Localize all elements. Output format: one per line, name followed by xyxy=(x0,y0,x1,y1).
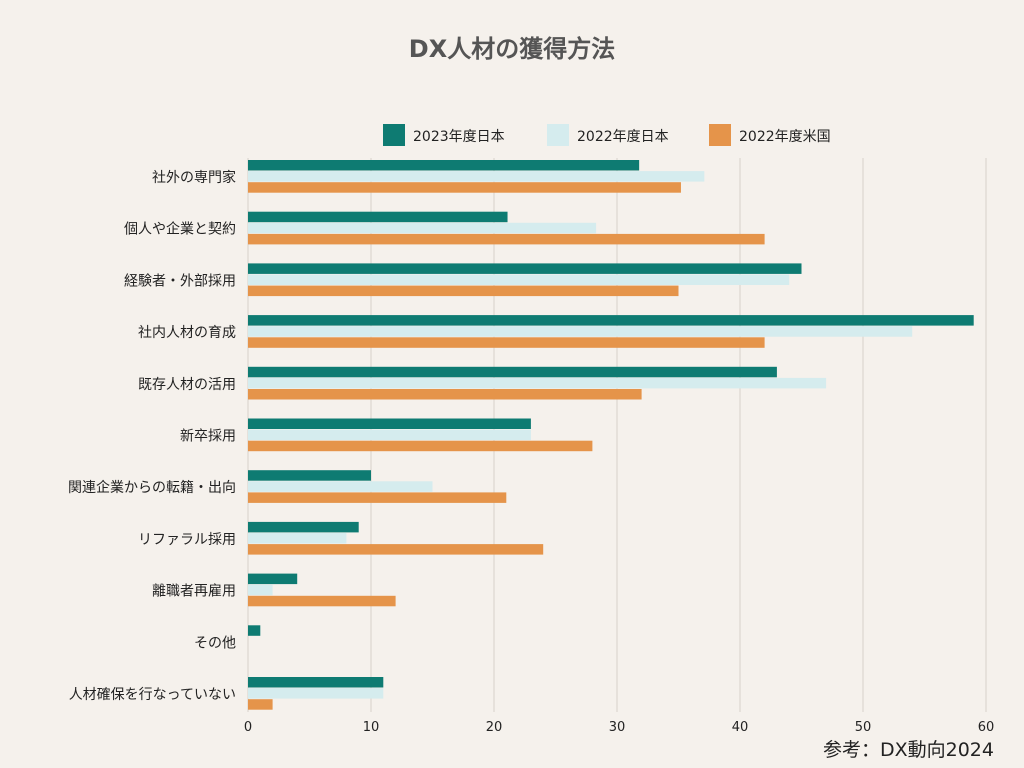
source-note: 参考：DX動向2024 xyxy=(823,739,994,761)
bar-3 xyxy=(248,544,544,555)
bar-1 xyxy=(248,521,359,533)
bar-2 xyxy=(248,533,347,544)
category-label: 離職者再雇用 xyxy=(152,583,236,600)
category-label: 社内人材の育成 xyxy=(138,325,236,341)
bars xyxy=(248,160,974,710)
bar-1 xyxy=(248,211,508,223)
x-tick-label: 40 xyxy=(732,720,749,735)
category-label: 社外の専門家 xyxy=(152,169,236,186)
bar-3 xyxy=(248,182,681,193)
category-labels: 社外の専門家個人や企業と契約経験者・外部採用社内人材の育成既存人材の活用新卒採用… xyxy=(68,169,236,703)
legend: 2023年度日本 2022年度日本 2022年度米国 xyxy=(383,124,831,146)
x-axis-ticks: 0 10 20 30 40 50 60 xyxy=(244,720,994,735)
legend-swatch xyxy=(383,124,405,146)
bar-1 xyxy=(248,315,974,326)
chart-title: DX人材の獲得方法 xyxy=(409,35,615,63)
bar-1 xyxy=(248,625,261,636)
bar-2 xyxy=(248,274,790,285)
bar-3 xyxy=(248,492,507,503)
bar-2 xyxy=(248,377,827,389)
bar-3 xyxy=(248,440,593,452)
bar-1 xyxy=(248,418,531,429)
category-label: 個人や企業と契約 xyxy=(124,221,236,238)
bar-1 xyxy=(248,470,371,481)
bar-3 xyxy=(248,233,765,245)
bar-2 xyxy=(248,326,913,337)
bar-1 xyxy=(248,677,384,688)
bar-3 xyxy=(248,389,642,400)
legend-label: 2022年度日本 xyxy=(577,129,669,145)
category-label: 新卒採用 xyxy=(180,429,236,445)
x-tick-label: 30 xyxy=(609,720,626,735)
x-tick-label: 60 xyxy=(978,720,995,735)
bar-1 xyxy=(248,263,802,274)
legend-swatch xyxy=(709,124,731,146)
bar-2 xyxy=(248,222,597,234)
category-label: 人材確保を行なっていない xyxy=(69,687,236,703)
bar-3 xyxy=(248,595,396,607)
category-label: 経験者・外部採用 xyxy=(124,273,236,289)
x-tick-label: 20 xyxy=(486,720,503,735)
legend-swatch xyxy=(547,124,569,146)
category-label: 関連企業からの転籍・出向 xyxy=(68,479,236,496)
x-tick-label: 10 xyxy=(363,720,380,735)
category-label: リファラル採用 xyxy=(138,532,236,548)
bar-3 xyxy=(248,699,273,710)
bar-1 xyxy=(248,160,640,171)
bar-2 xyxy=(248,688,384,699)
bar-3 xyxy=(248,337,765,348)
bar-2 xyxy=(248,171,705,182)
category-label: その他 xyxy=(194,635,236,651)
bar-2 xyxy=(248,429,531,441)
bar-3 xyxy=(248,285,679,297)
x-tick-label: 50 xyxy=(855,720,872,735)
bar-1 xyxy=(248,573,298,585)
legend-label: 2022年度米国 xyxy=(739,129,831,145)
bar-2 xyxy=(248,481,433,492)
bar-1 xyxy=(248,366,777,378)
legend-label: 2023年度日本 xyxy=(413,129,505,145)
x-tick-label: 0 xyxy=(244,720,252,735)
bar-2 xyxy=(248,584,273,596)
category-label: 既存人材の活用 xyxy=(138,377,236,393)
